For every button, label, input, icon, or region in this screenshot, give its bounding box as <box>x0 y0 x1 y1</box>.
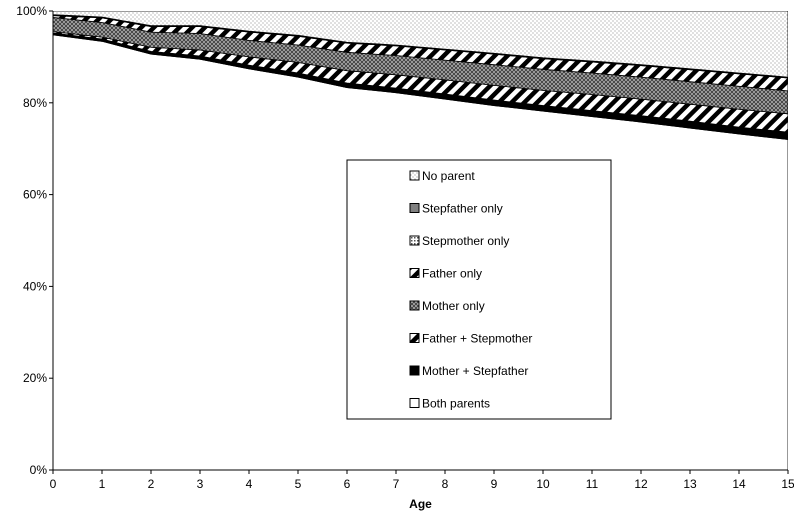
legend-swatch <box>409 333 420 343</box>
legend-swatch <box>409 268 420 278</box>
legend-item-no-parent: No parent <box>409 169 475 183</box>
x-tick-label: 4 <box>246 477 253 491</box>
legend-label: Mother + Stepfather <box>422 364 528 378</box>
x-tick-label: 2 <box>148 477 155 491</box>
x-tick-label: 14 <box>732 477 746 491</box>
legend-swatch <box>409 170 420 181</box>
y-tick-label: 40% <box>23 279 47 293</box>
legend-item-both-parents: Both parents <box>409 397 490 411</box>
legend: No parent Stepfather only Stepmother only F… <box>346 159 612 420</box>
legend-swatch <box>409 235 420 246</box>
legend-item-stepmother-only: Stepmother only <box>409 234 509 248</box>
legend-item-mother-only: Mother only <box>409 299 485 313</box>
x-axis-title: Age <box>409 497 432 511</box>
x-tick-label: 5 <box>295 477 302 491</box>
legend-item-father-stepmother: Father + Stepmother <box>409 332 532 346</box>
y-tick-label: 0% <box>30 463 48 477</box>
legend-item-mother-stepfather: Mother + Stepfather <box>409 364 528 378</box>
legend-label: No parent <box>422 169 475 183</box>
x-tick-label: 15 <box>781 477 794 491</box>
legend-swatch <box>409 300 420 311</box>
legend-label: Stepmother only <box>422 234 509 248</box>
x-tick-label: 11 <box>586 477 599 491</box>
x-tick-label: 9 <box>491 477 498 491</box>
x-tick-label: 0 <box>50 477 57 491</box>
y-tick-label: 20% <box>23 371 47 385</box>
x-tick-label: 7 <box>393 477 400 491</box>
x-tick-label: 12 <box>634 477 648 491</box>
y-tick-label: 80% <box>23 96 47 110</box>
x-tick-label: 8 <box>442 477 449 491</box>
x-tick-label: 1 <box>99 477 106 491</box>
axes-layer: 0%20%40%60%80%100%0 1 2 3 4 5 6 7 8 9 10 11 12 13 14 15… <box>16 4 794 511</box>
legend-swatch <box>409 398 420 408</box>
legend-swatch <box>409 365 420 376</box>
legend-label: Father only <box>422 267 482 281</box>
legend-label: Both parents <box>422 397 490 411</box>
y-tick-label: 100% <box>16 4 47 18</box>
legend-label: Father + Stepmother <box>422 332 532 346</box>
x-tick-label: 3 <box>197 477 204 491</box>
legend-item-father-only: Father only <box>409 267 482 281</box>
y-tick-label: 60% <box>23 188 47 202</box>
legend-label: Mother only <box>422 299 485 313</box>
legend-label: Stepfather only <box>422 202 503 216</box>
x-tick-label: 10 <box>536 477 550 491</box>
area-no-parent <box>53 11 788 78</box>
legend-box <box>346 159 612 420</box>
x-tick-label: 6 <box>344 477 351 491</box>
legend-swatch <box>409 203 420 213</box>
x-tick-label: 13 <box>683 477 697 491</box>
legend-item-stepfather-only: Stepfather only <box>409 202 503 216</box>
